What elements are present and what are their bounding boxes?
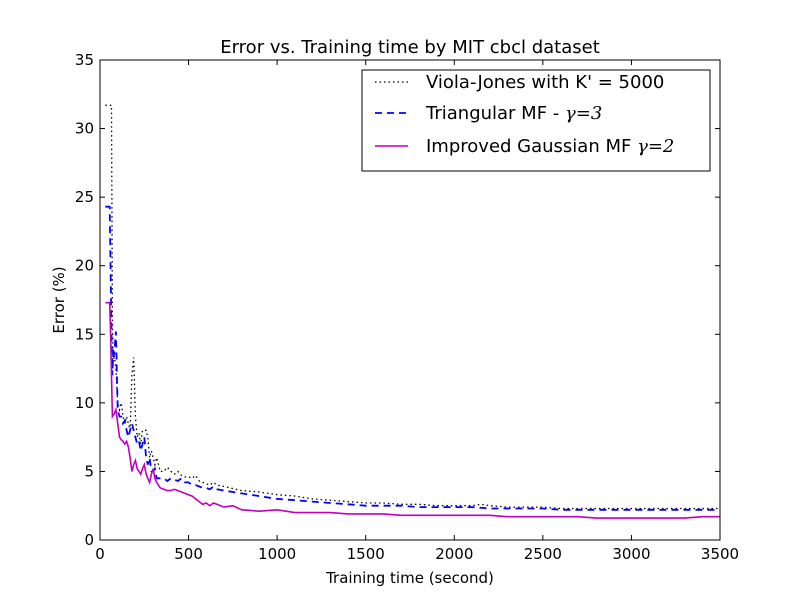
x-tick-label: 2000 [435,545,473,563]
legend-box [361,69,711,172]
legend-label-3: Improved Gaussian MF γ=2 [426,136,674,157]
x-tick-label: 2500 [524,545,562,563]
x-tick-label: 0 [95,545,105,563]
chart-title: Error vs. Training time by MIT cbcl data… [220,37,600,58]
legend-label-1: Viola-Jones with K' = 5000 [426,72,664,93]
x-tick-label: 1000 [258,545,296,563]
x-tick-label: 1500 [347,545,385,563]
x-tick-label: 3500 [701,545,739,563]
series-line-3 [105,301,720,519]
legend-label-text: Improved Gaussian MF [426,136,637,157]
legend-label-text: Triangular MF - [425,103,565,124]
y-tick-label: 20 [75,257,94,275]
plot-frame [99,59,721,541]
y-tick-label: 35 [75,51,94,69]
y-tick-label: 10 [75,394,94,412]
x-tick-label: 3000 [612,545,650,563]
x-tick-label: 500 [174,545,203,563]
legend-label-2: Triangular MF - γ=3 [425,103,602,124]
x-axis-label: Training time (second) [325,569,494,587]
legend: Viola-Jones with K' = 5000 Triangular MF … [361,69,711,172]
legend-label-math: γ=2 [637,136,674,157]
y-tick-label: 30 [75,120,94,138]
legend-label-text: Viola-Jones with K' = 5000 [426,72,664,93]
y-tick-label: 0 [84,531,94,549]
series-line-2 [105,205,720,511]
series-layer [105,104,720,519]
y-axis-label: Error (%) [50,266,68,333]
series-line-1 [105,104,720,510]
ticks-layer: 0 500 1000 1500 2000 2500 3000 3500 0 5 10 15 20 25 30… [75,51,739,563]
y-tick-label: 15 [75,325,94,343]
legend-label-math: γ=3 [565,103,602,124]
y-tick-label: 5 [84,462,94,480]
y-tick-label: 25 [75,188,94,206]
